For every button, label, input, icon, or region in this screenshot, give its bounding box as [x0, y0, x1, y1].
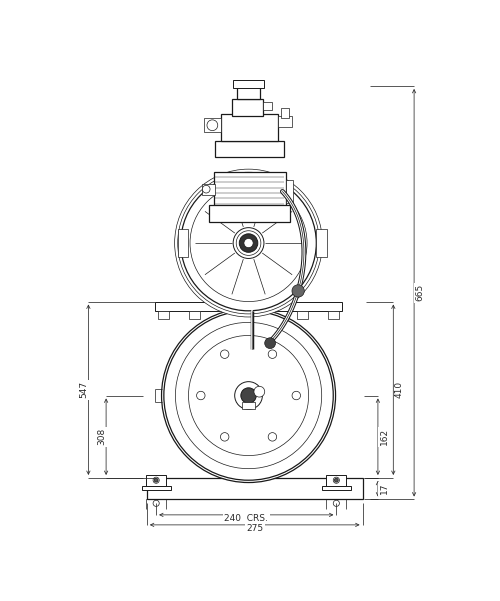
Bar [204, 118, 221, 132]
Bar [158, 311, 169, 319]
Circle shape [234, 382, 262, 409]
Text: 17: 17 [380, 483, 388, 495]
Bar [190, 311, 200, 319]
Circle shape [233, 228, 264, 258]
Circle shape [236, 231, 261, 255]
Text: 547: 547 [80, 381, 88, 398]
Circle shape [333, 477, 340, 483]
Circle shape [178, 172, 320, 314]
Bar [297, 311, 308, 319]
Bar [178, 229, 188, 257]
Circle shape [292, 285, 304, 297]
Bar [214, 172, 286, 211]
Circle shape [264, 338, 276, 349]
Bar [146, 475, 166, 486]
Circle shape [202, 185, 210, 193]
Circle shape [240, 234, 258, 252]
Bar [142, 486, 171, 490]
Circle shape [154, 478, 158, 482]
Circle shape [220, 433, 229, 441]
Text: 308: 308 [97, 428, 106, 445]
Bar [278, 116, 291, 127]
Circle shape [334, 478, 338, 482]
Circle shape [190, 185, 307, 302]
Circle shape [153, 477, 159, 483]
Text: 275: 275 [246, 524, 264, 533]
Circle shape [254, 386, 264, 397]
Circle shape [196, 391, 205, 400]
Circle shape [244, 239, 253, 248]
Bar [237, 86, 260, 99]
Text: 665: 665 [416, 284, 425, 301]
Circle shape [153, 500, 159, 507]
Circle shape [164, 311, 333, 480]
Circle shape [188, 335, 308, 456]
Bar [328, 311, 338, 319]
Bar [286, 180, 293, 203]
Text: 410: 410 [395, 381, 404, 398]
Text: 240  CRS.: 240 CRS. [224, 514, 268, 523]
Text: 162: 162 [380, 428, 388, 445]
Bar [214, 141, 284, 157]
Circle shape [241, 388, 256, 403]
Bar [221, 114, 278, 141]
Bar [242, 401, 254, 409]
Circle shape [176, 322, 322, 469]
Circle shape [268, 350, 276, 358]
Bar [202, 184, 215, 195]
Bar [208, 206, 290, 222]
Circle shape [333, 500, 340, 507]
Bar [322, 486, 351, 490]
Bar [326, 475, 346, 486]
Circle shape [268, 433, 276, 441]
Bar [154, 302, 342, 311]
Circle shape [220, 350, 229, 358]
Bar [233, 80, 264, 88]
Bar [147, 478, 362, 499]
Circle shape [181, 175, 316, 311]
Bar [263, 102, 272, 110]
Bar [281, 108, 288, 118]
Bar [232, 99, 263, 116]
Circle shape [162, 308, 336, 483]
Circle shape [292, 391, 300, 400]
Circle shape [174, 169, 322, 317]
Bar [316, 229, 327, 257]
Circle shape [207, 120, 218, 130]
